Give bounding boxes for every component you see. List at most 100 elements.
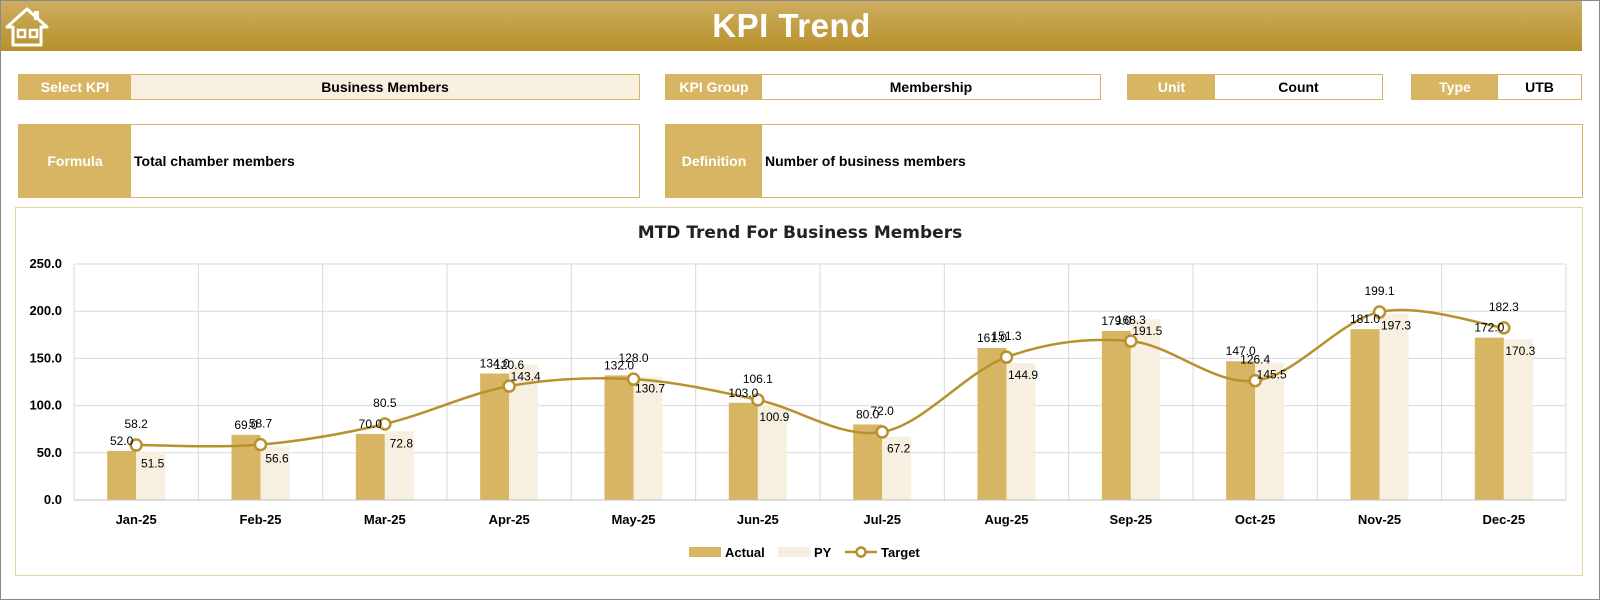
bar-actual (480, 373, 510, 500)
data-label-actual: 147.0 (1226, 344, 1256, 358)
select-kpi-label: Select KPI (19, 75, 131, 99)
formula-label: Formula (19, 125, 131, 197)
legend-marker-target (855, 546, 867, 558)
legend-label-target: Target (881, 545, 920, 560)
data-label-actual: 103.0 (728, 386, 758, 400)
data-label-py: 130.7 (635, 382, 665, 396)
formula-box: Formula Total chamber members (18, 124, 640, 198)
kpi-group-field: KPI Group Membership (665, 74, 1101, 100)
target-marker (1372, 305, 1387, 319)
unit-value: Count (1278, 79, 1319, 95)
bar-actual (853, 424, 883, 500)
data-label-actual: 70.0 (359, 417, 383, 431)
data-label-target: 168.3 (1116, 313, 1146, 327)
unit-label: Unit (1128, 75, 1215, 99)
data-label-actual: 132.0 (604, 358, 634, 372)
data-label-target: 126.4 (1240, 353, 1270, 367)
home-icon[interactable] (5, 5, 49, 47)
data-label-actual: 52.0 (110, 434, 134, 448)
x-tick-label: Aug-25 (984, 512, 1028, 527)
target-marker (1497, 321, 1511, 335)
bar-actual (728, 402, 758, 500)
data-label-py: 144.9 (1008, 368, 1038, 382)
page-title: KPI Trend (712, 7, 871, 44)
target-marker (129, 438, 143, 452)
data-label-py: 56.6 (265, 452, 289, 466)
bar-py (1379, 313, 1409, 500)
x-tick-label: Jan-25 (116, 512, 157, 527)
bar-py (1503, 339, 1533, 500)
y-tick-label: 0.0 (44, 492, 62, 507)
data-label-actual: 134.0 (480, 357, 510, 371)
target-marker (875, 425, 889, 439)
data-label-py: 51.5 (141, 456, 165, 470)
bar-actual (355, 433, 385, 500)
target-marker (1124, 334, 1138, 348)
y-tick-label: 50.0 (37, 445, 62, 460)
x-tick-label: Mar-25 (364, 512, 406, 527)
data-label-py: 67.2 (887, 442, 911, 456)
data-label-target: 182.3 (1489, 300, 1519, 314)
type-label: Type (1412, 75, 1498, 99)
chart-panel (15, 207, 1583, 576)
select-kpi-field[interactable]: Select KPI Business Members (18, 74, 640, 100)
target-line (136, 308, 1504, 448)
formula-value: Total chamber members (134, 153, 295, 169)
data-label-actual: 172.0 (1474, 321, 1504, 335)
legend-label-actual: Actual (725, 545, 765, 560)
data-label-target: 58.7 (249, 417, 273, 431)
y-tick-label: 200.0 (29, 303, 62, 318)
target-marker (502, 379, 516, 393)
legend-swatch-actual (689, 547, 721, 557)
data-label-actual: 179.0 (1101, 314, 1131, 328)
data-label-target: 80.5 (373, 396, 397, 410)
unit-field: Unit Count (1127, 74, 1383, 100)
select-kpi-dropdown[interactable]: Business Members (131, 75, 639, 99)
target-marker (253, 437, 268, 452)
data-label-py: 72.8 (390, 436, 414, 450)
bar-py (384, 431, 414, 500)
x-tick-label: May-25 (611, 512, 655, 527)
data-label-actual: 161.0 (977, 331, 1007, 345)
type-value: UTB (1525, 79, 1554, 95)
y-tick-label: 250.0 (29, 256, 62, 271)
type-field: Type UTB (1411, 74, 1582, 100)
x-tick-label: Oct-25 (1235, 512, 1275, 527)
definition-box: Definition Number of business members (665, 124, 1583, 198)
bar-actual (1474, 337, 1504, 500)
x-tick-label: Jun-25 (737, 512, 779, 527)
data-label-target: 151.3 (991, 329, 1021, 343)
bar-actual (1101, 331, 1131, 500)
data-label-target: 120.6 (494, 358, 524, 372)
legend-label-py: PY (814, 545, 832, 560)
target-marker (626, 372, 641, 386)
y-tick-label: 150.0 (29, 350, 62, 365)
y-tick-label: 100.0 (29, 398, 62, 413)
bar-py (260, 446, 290, 500)
bar-py (882, 436, 912, 500)
target-marker (751, 393, 765, 407)
bar-py (1130, 319, 1160, 500)
bar-actual (107, 450, 137, 500)
data-label-py: 145.5 (1257, 368, 1287, 382)
data-label-py: 191.5 (1132, 324, 1162, 338)
x-tick-label: Sep-25 (1110, 512, 1153, 527)
data-label-py: 170.3 (1505, 344, 1535, 358)
kpi-group-value: Membership (889, 79, 973, 95)
kpi-group-label: KPI Group (666, 75, 762, 99)
bar-actual (1350, 329, 1380, 500)
x-tick-label: Dec-25 (1483, 512, 1526, 527)
definition-label: Definition (666, 125, 762, 197)
data-label-target: 72.0 (870, 404, 894, 418)
title-bar: KPI Trend (1, 1, 1582, 51)
bar-py (633, 376, 663, 500)
data-label-actual: 80.0 (856, 407, 880, 421)
bar-py (1006, 363, 1036, 500)
data-label-py: 197.3 (1381, 319, 1411, 333)
target-marker (378, 417, 392, 431)
data-label-target: 199.1 (1364, 284, 1394, 298)
data-label-py: 100.9 (759, 410, 789, 424)
data-label-target: 106.1 (743, 372, 773, 386)
legend-swatch-py (778, 547, 810, 557)
